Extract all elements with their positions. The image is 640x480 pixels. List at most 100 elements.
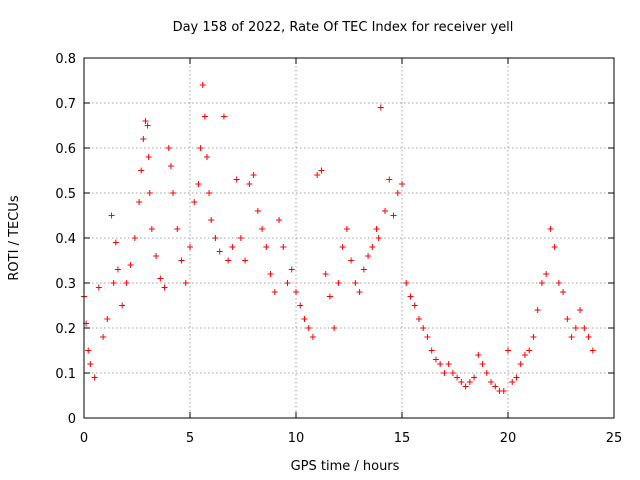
data-point (85, 347, 92, 354)
data-point (233, 176, 240, 183)
data-point (138, 167, 145, 174)
data-point (95, 284, 102, 291)
data-point (212, 235, 219, 241)
data-point (441, 370, 448, 376)
data-point (369, 244, 376, 250)
data-point (140, 136, 147, 142)
data-point (148, 226, 155, 232)
data-point (165, 145, 172, 151)
data-point (187, 244, 193, 250)
x-tick-label: 25 (606, 431, 623, 446)
data-point (145, 154, 152, 160)
data-point (394, 190, 401, 196)
data-point (284, 280, 291, 286)
data-point (390, 212, 397, 219)
data-point (276, 217, 283, 223)
y-axis-label: ROTI / TECUs (7, 195, 22, 280)
data-point (104, 316, 111, 322)
data-point (131, 235, 138, 241)
data-point (167, 163, 174, 169)
data-point (424, 334, 431, 340)
x-tick-labels: 0 5 10 15 20 25 (80, 431, 622, 446)
data-point (356, 289, 363, 295)
data-point (339, 244, 346, 250)
data-point (517, 361, 524, 367)
data-point (195, 181, 202, 187)
data-point (206, 190, 213, 196)
y-tick-label: 0.3 (55, 277, 76, 292)
data-point (568, 334, 575, 340)
y-tick-label: 0.8 (55, 52, 76, 67)
data-point (259, 226, 266, 232)
data-point (225, 257, 232, 264)
data-point (237, 235, 244, 241)
data-point (208, 217, 215, 223)
data-point (110, 280, 117, 286)
data-point (500, 388, 507, 394)
data-point (288, 266, 295, 273)
data-point (318, 167, 325, 174)
data-point (534, 307, 541, 313)
data-point (146, 190, 153, 196)
data-point (161, 284, 168, 291)
data-point (411, 302, 418, 309)
data-point (203, 154, 210, 160)
data-point (445, 361, 452, 367)
data-point (178, 257, 185, 264)
data-point (543, 271, 550, 277)
data-point (560, 289, 567, 295)
x-axis-label: GPS time / hours (291, 459, 400, 474)
data-point (415, 316, 422, 322)
data-point (352, 280, 359, 286)
y-tick-label: 0.5 (55, 187, 76, 202)
data-point (555, 280, 562, 286)
data-point (229, 244, 236, 250)
data-point (182, 280, 189, 286)
data-point (505, 347, 511, 354)
data-point (293, 289, 299, 295)
data-point (483, 370, 490, 376)
data-point (360, 266, 367, 273)
data-point (174, 226, 181, 232)
x-tick-label: 5 (186, 431, 194, 446)
data-point (242, 257, 249, 264)
data-point (492, 383, 499, 390)
data-point (589, 347, 596, 354)
data-point (335, 280, 342, 286)
data-point (220, 113, 227, 120)
data-point (136, 199, 143, 205)
data-point (449, 370, 456, 376)
data-point (216, 248, 223, 255)
data-point (100, 334, 107, 340)
data-point (386, 176, 393, 183)
data-point (382, 208, 389, 214)
data-point (254, 208, 261, 214)
data-point (407, 293, 414, 300)
data-point (564, 316, 571, 322)
data-point (585, 334, 592, 340)
data-point (551, 244, 558, 250)
data-point (572, 325, 579, 331)
data-point (526, 347, 533, 354)
data-point (170, 190, 177, 196)
data-point (399, 181, 405, 187)
x-tick-label: 0 (80, 431, 88, 446)
y-tick-label: 0.7 (55, 97, 76, 112)
y-tick-label: 0.1 (55, 367, 76, 382)
data-point (250, 172, 257, 178)
data-point (267, 271, 274, 277)
data-point (420, 325, 427, 331)
data-point (475, 352, 482, 358)
data-point (197, 145, 204, 151)
data-point (462, 383, 469, 390)
data-point (373, 226, 380, 232)
y-tick-labels: 0 0.1 0.2 0.3 0.4 0.5 0.6 0.7 0.8 (55, 52, 76, 427)
data-point (403, 280, 410, 286)
data-point (91, 374, 98, 381)
x-tick-label: 10 (288, 431, 305, 446)
data-point (123, 280, 130, 286)
data-point (454, 374, 461, 381)
data-point (142, 118, 149, 124)
data-point (305, 325, 312, 331)
